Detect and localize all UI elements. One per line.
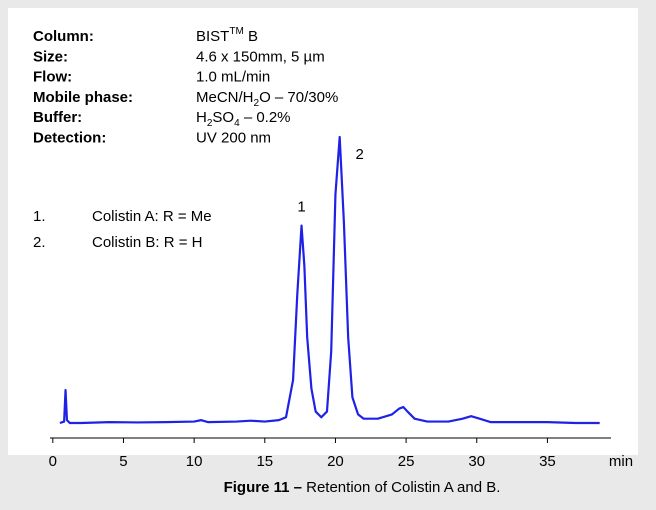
caption: Figure 11 – Retention of Colistin A and … xyxy=(224,479,501,496)
condition-part: 1.0 mL/min xyxy=(196,69,270,86)
condition-value: H2SO4 – 0.2% xyxy=(196,109,291,129)
condition-value: UV 200 nm xyxy=(196,129,271,146)
x-tick-label: 0 xyxy=(49,453,57,470)
condition-part: UV 200 nm xyxy=(196,129,271,146)
condition-part: 4 xyxy=(234,118,240,129)
compound-name: Colistin B: R = H xyxy=(92,234,202,251)
compound-name: Colistin A: R = Me xyxy=(92,208,212,225)
plot-panel xyxy=(8,8,638,455)
condition-part: O – 70/30% xyxy=(259,89,338,106)
condition-part: 2 xyxy=(254,98,260,109)
condition-value: 1.0 mL/min xyxy=(196,69,270,86)
x-axis-label: min xyxy=(609,453,633,470)
condition-part: SO xyxy=(212,109,234,126)
caption-part: Figure 11 – xyxy=(224,479,302,496)
x-tick-label: 25 xyxy=(398,453,415,470)
condition-label: Mobile phase: xyxy=(33,89,133,106)
condition-part: H xyxy=(196,109,207,126)
peak-label: 1 xyxy=(297,199,305,216)
condition-label: Detection: xyxy=(33,129,106,146)
condition-label: Buffer: xyxy=(33,109,82,126)
caption-part: Retention of Colistin A and B. xyxy=(302,479,500,496)
condition-part: – 0.2% xyxy=(240,109,291,126)
chromatogram-line xyxy=(59,135,600,425)
condition-value: 4.6 x 150mm, 5 µm xyxy=(196,48,325,65)
x-tick-label: 5 xyxy=(119,453,127,470)
condition-part: 4.6 x 150mm, 5 µm xyxy=(196,48,325,65)
condition-value: MeCN/H2O – 70/30% xyxy=(196,89,338,109)
condition-part: B xyxy=(244,28,258,45)
condition-label: Column: xyxy=(33,28,94,45)
x-tick-label: 30 xyxy=(468,453,485,470)
x-tick-label: 15 xyxy=(256,453,273,470)
condition-value: BISTTM B xyxy=(196,26,258,45)
condition-part: 2 xyxy=(207,118,213,129)
x-tick-label: 10 xyxy=(186,453,203,470)
condition-label: Flow: xyxy=(33,69,72,86)
peak-label: 2 xyxy=(356,146,364,163)
condition-part: TM xyxy=(229,26,243,37)
condition-part: BIST xyxy=(196,28,229,45)
compound-number: 2. xyxy=(33,234,46,251)
condition-part: MeCN/H xyxy=(196,89,254,106)
compound-number: 1. xyxy=(33,208,46,225)
x-tick-label: 20 xyxy=(327,453,344,470)
x-tick-label: 35 xyxy=(539,453,556,470)
condition-label: Size: xyxy=(33,48,68,65)
